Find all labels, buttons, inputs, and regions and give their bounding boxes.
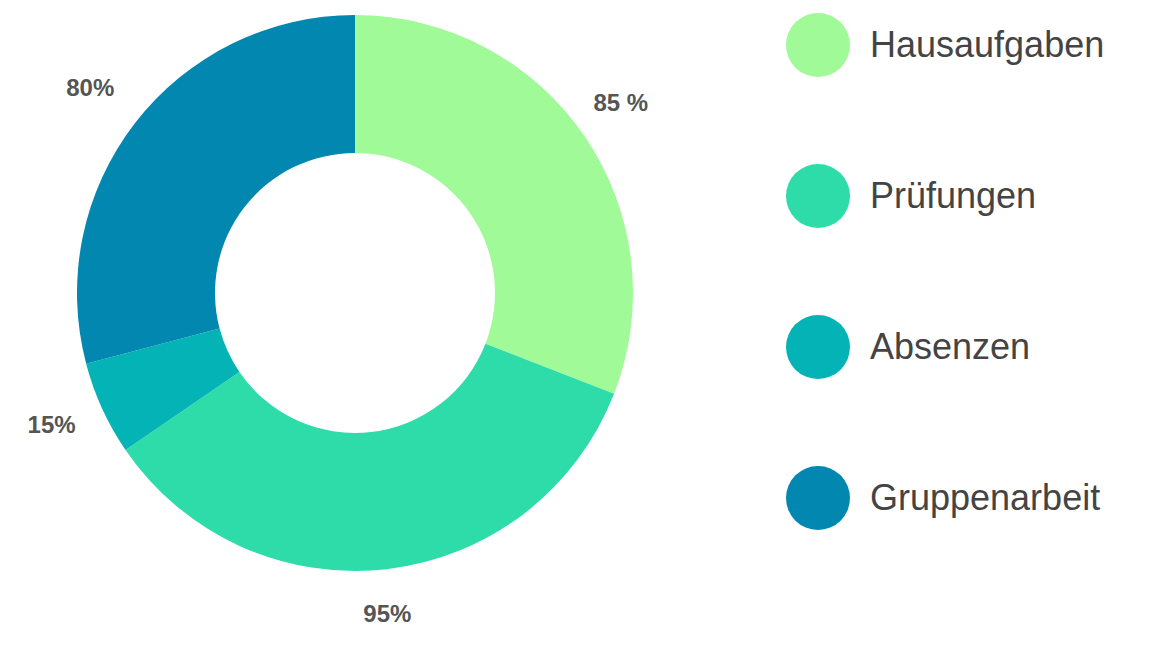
svg-text:80%: 80% <box>66 74 114 101</box>
html-text:Absenzen: Absenzen <box>870 326 1031 367</box>
html-text:Prüfungen: Prüfungen <box>870 175 1037 216</box>
html-text:Hausaufgaben: Hausaufgaben <box>870 24 1105 65</box>
svg-text:85 %: 85 % <box>593 89 648 116</box>
svg-text:95%: 95% <box>363 600 411 627</box>
html-text:Gruppenarbeit: Gruppenarbeit <box>870 477 1101 518</box>
svg-text:15%: 15% <box>28 411 76 438</box>
